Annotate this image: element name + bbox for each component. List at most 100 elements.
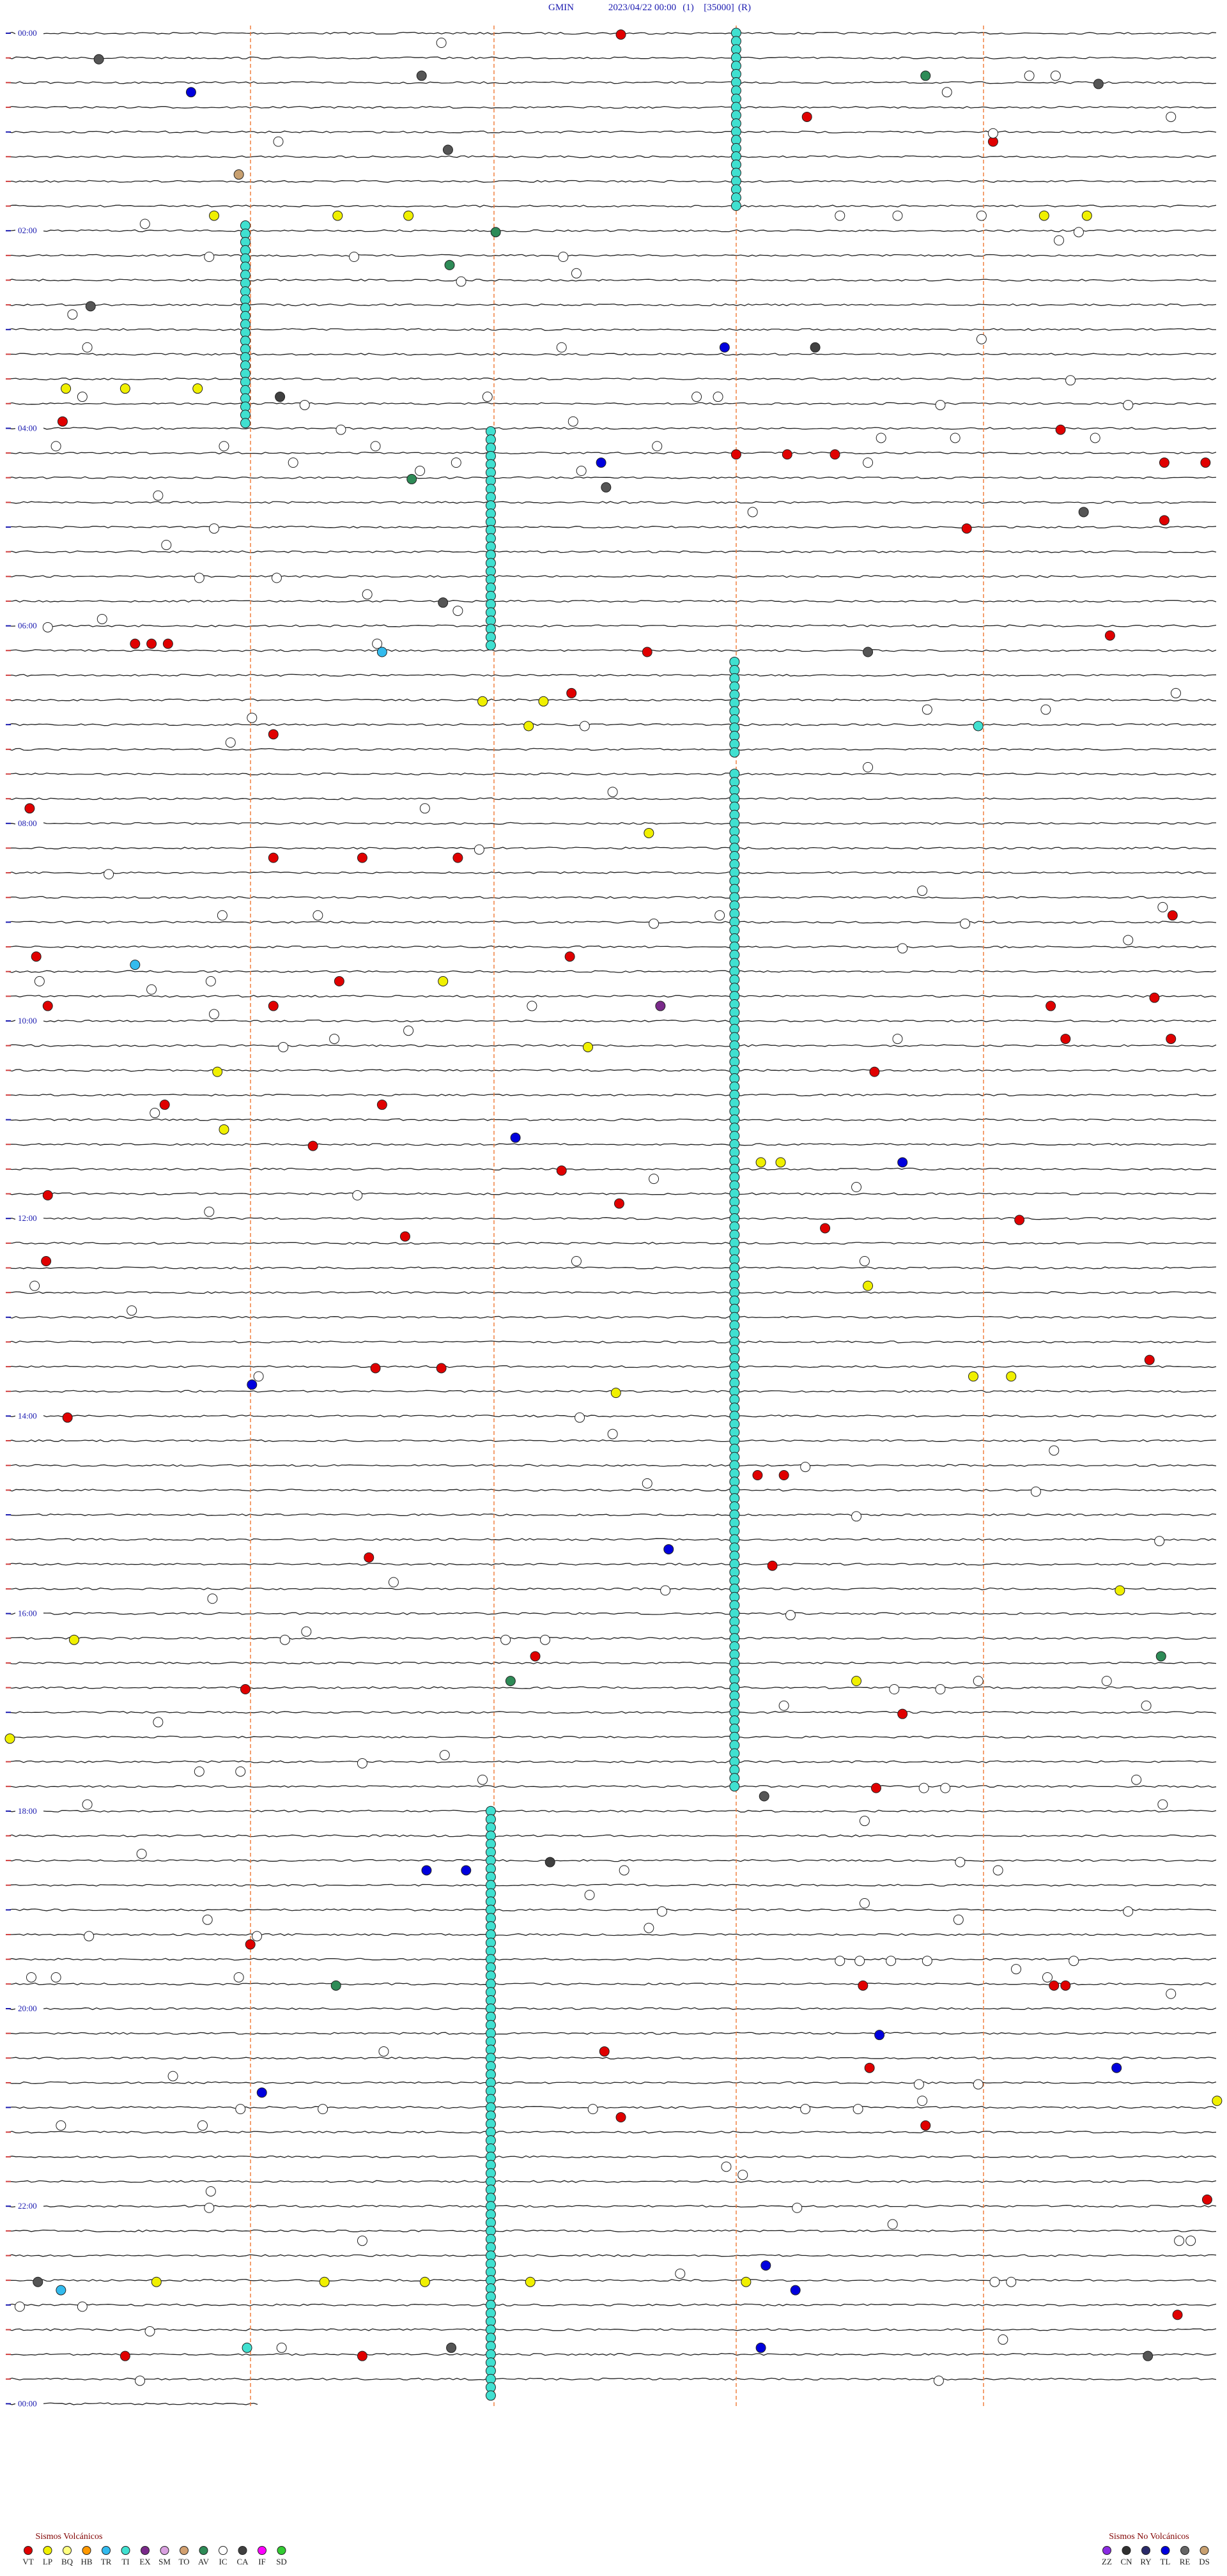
event-dot	[1143, 2350, 1154, 2361]
event-dot	[56, 2285, 66, 2296]
event-dot	[240, 418, 251, 429]
trace	[8, 1340, 1217, 1344]
event-dot	[403, 1025, 414, 1036]
event-dot	[120, 2350, 130, 2361]
event-dot	[544, 1857, 555, 1867]
legend-label: EX	[139, 2557, 151, 2566]
event-dot	[452, 852, 463, 863]
event-dot	[419, 2276, 430, 2287]
trace	[8, 2328, 1217, 2331]
legend-label: IF	[258, 2557, 266, 2566]
event-dot	[253, 1371, 264, 1382]
event-dot	[1049, 1445, 1060, 1456]
event-dot	[279, 1634, 290, 1645]
event-dot	[584, 1890, 595, 1901]
event-dot	[416, 70, 427, 81]
event-dot	[1093, 79, 1104, 89]
trace	[8, 624, 1217, 627]
trace	[8, 303, 1217, 307]
event-dot	[85, 301, 96, 312]
event-dot	[14, 2301, 25, 2312]
trace	[8, 501, 1217, 504]
event-dot	[801, 111, 812, 122]
event-dot	[1065, 375, 1076, 386]
event-dot	[436, 1363, 447, 1374]
traces	[6, 31, 1217, 2405]
trace	[8, 2303, 1217, 2306]
legend-label: RY	[1140, 2557, 1152, 2566]
event-dot	[558, 252, 569, 263]
trace	[8, 1661, 1217, 1665]
event-dot	[571, 1255, 582, 1266]
trace	[8, 1315, 1217, 1319]
event-dot	[835, 210, 845, 221]
event-dot	[863, 457, 874, 468]
event-dot	[864, 2062, 875, 2073]
event-dot	[933, 2375, 944, 2386]
event-dot	[989, 2276, 1000, 2287]
legend-label: AV	[198, 2557, 210, 2566]
event-dot	[998, 2334, 1008, 2345]
event-dot	[485, 640, 496, 651]
trace	[8, 1414, 1217, 1418]
trace	[8, 1834, 1217, 1837]
event-dot	[93, 54, 104, 65]
event-dot	[439, 1750, 450, 1761]
event-dot	[918, 1782, 929, 1793]
event-dot	[1042, 1972, 1053, 1982]
time-label: 12:00	[18, 1213, 37, 1223]
event-dot	[874, 2030, 885, 2041]
event-dot	[530, 1651, 541, 1662]
trace	[8, 1069, 1217, 1072]
event-dot	[1078, 507, 1089, 518]
event-dot	[233, 169, 244, 180]
event-dot	[330, 1980, 341, 1991]
trace	[8, 1464, 1217, 1467]
events	[4, 27, 1223, 2401]
legend-swatch	[160, 2546, 169, 2555]
event-dot	[607, 786, 618, 797]
trace	[8, 1908, 1217, 1912]
legend-swatch	[1122, 2546, 1131, 2555]
trace	[8, 1513, 1217, 1517]
time-label-bg	[15, 2201, 43, 2211]
event-dot	[461, 1865, 472, 1876]
trace	[8, 1489, 1217, 1492]
trace	[8, 2057, 1217, 2060]
event-dot	[887, 2219, 898, 2230]
event-dot	[299, 399, 310, 410]
event-dot	[68, 1634, 79, 1645]
event-dot	[1030, 1486, 1041, 1497]
event-dot	[376, 1100, 387, 1110]
event-dot	[456, 276, 467, 287]
event-dot	[332, 210, 343, 221]
event-dot	[1054, 235, 1065, 246]
event-dot	[334, 976, 344, 986]
event-dot	[233, 1972, 244, 1982]
event-dot	[976, 334, 987, 344]
event-dot	[853, 2104, 863, 2115]
trace	[8, 1143, 1217, 1146]
event-dot	[576, 466, 587, 477]
event-dot	[403, 210, 414, 221]
event-dot	[675, 2268, 686, 2279]
trace	[8, 871, 1217, 875]
event-dot	[976, 210, 987, 221]
event-dot	[399, 1231, 410, 1242]
event-dot	[1159, 515, 1169, 526]
time-label-bg	[15, 818, 43, 827]
event-dot	[892, 210, 903, 221]
trace	[8, 1612, 1217, 1615]
event-dot	[1060, 1980, 1071, 1991]
time-label: 06:00	[18, 621, 37, 631]
trace	[8, 1266, 1217, 1269]
event-dot	[1073, 227, 1084, 238]
event-dot	[318, 2104, 328, 2115]
time-label: 18:00	[18, 1806, 37, 1816]
event-dot	[235, 1766, 246, 1777]
legend-label: LP	[43, 2557, 52, 2566]
trace	[8, 673, 1217, 677]
event-dot	[539, 1634, 550, 1645]
event-dot	[955, 1857, 966, 1867]
event-dot	[242, 2342, 252, 2353]
